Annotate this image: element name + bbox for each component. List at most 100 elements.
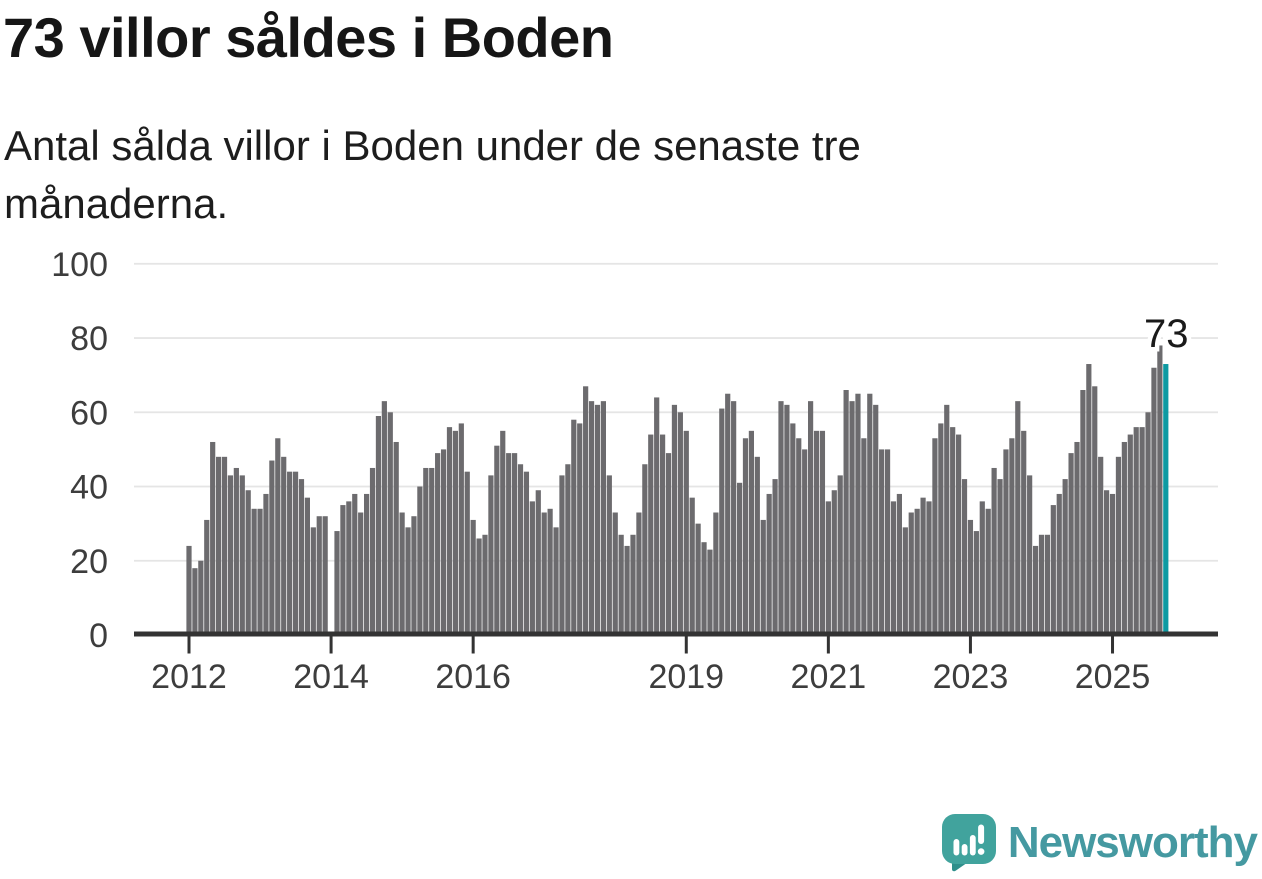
- chart-title: 73 villor såldes i Boden: [3, 6, 614, 69]
- bar: [198, 560, 204, 636]
- bar: [476, 538, 482, 636]
- bar: [322, 516, 328, 636]
- bar: [606, 475, 612, 636]
- bar: [855, 393, 861, 636]
- bar: [423, 467, 429, 636]
- bar: [541, 512, 547, 636]
- bar: [346, 501, 352, 636]
- bar: [979, 501, 985, 636]
- bar: [239, 475, 245, 636]
- bar: [1050, 505, 1056, 636]
- y-axis-label: 80: [70, 320, 108, 358]
- bar: [334, 531, 340, 636]
- x-axis-tick: [826, 636, 830, 654]
- bar: [600, 401, 606, 636]
- bar: [778, 401, 784, 636]
- bar: [517, 464, 524, 636]
- bar: [725, 393, 731, 636]
- bar: [547, 508, 553, 636]
- bar: [1056, 493, 1062, 636]
- bar: [926, 501, 932, 636]
- bar: [731, 401, 737, 636]
- bar: [612, 512, 618, 636]
- x-axis-tick: [968, 636, 972, 654]
- bar: [671, 404, 678, 636]
- bar: [630, 534, 636, 636]
- bar: [304, 497, 310, 636]
- bar: [340, 505, 346, 636]
- bar: [956, 434, 962, 636]
- bar: [292, 471, 299, 636]
- bar: [932, 438, 938, 636]
- y-axis-label: 40: [70, 469, 108, 507]
- bar: [275, 438, 281, 636]
- bar: [375, 415, 382, 636]
- bar: [577, 423, 583, 636]
- bar: [1038, 534, 1045, 636]
- bar: [660, 434, 666, 636]
- bar: [701, 542, 707, 636]
- bar: [393, 441, 399, 636]
- bar: [624, 545, 630, 636]
- bar: [186, 545, 192, 636]
- bar: [287, 471, 293, 636]
- bar: [417, 486, 423, 636]
- bar: [713, 512, 719, 636]
- bar: [565, 464, 571, 636]
- bar: [435, 453, 441, 636]
- x-axis-label: 2016: [435, 658, 511, 696]
- newsworthy-wordmark: Newsworthy: [1007, 817, 1258, 867]
- bar: [411, 516, 417, 636]
- x-axis-tick: [1111, 636, 1115, 654]
- bar: [665, 453, 672, 636]
- bar: [985, 508, 991, 636]
- bar: [754, 456, 760, 636]
- bar: [233, 467, 239, 636]
- bar: [369, 467, 376, 636]
- bar: [1115, 456, 1122, 636]
- bar: [1145, 412, 1151, 636]
- bar: [760, 519, 766, 636]
- bar: [896, 493, 902, 636]
- bar: [707, 549, 713, 636]
- bar: [263, 493, 269, 636]
- bar: [914, 508, 920, 636]
- bar: [387, 412, 393, 636]
- bar: [1009, 438, 1015, 636]
- bar: [677, 412, 683, 636]
- bar: [1068, 453, 1074, 636]
- bar: [364, 493, 370, 636]
- bar: [381, 401, 387, 636]
- bar: [808, 401, 814, 636]
- bar: [1003, 449, 1009, 636]
- bar: [790, 423, 796, 636]
- bar: [784, 404, 790, 636]
- highlight-value-label: 73: [1144, 312, 1189, 356]
- bar: [796, 438, 802, 636]
- bar: [618, 534, 624, 636]
- bar: [1121, 441, 1127, 636]
- bar: [440, 449, 447, 636]
- x-axis-tick: [187, 636, 191, 654]
- bar: [908, 512, 914, 636]
- bar: [642, 464, 648, 636]
- x-axis-label: 2019: [648, 658, 724, 696]
- bar: [399, 512, 405, 636]
- chart-subtitle-line2: månaderna.: [4, 180, 229, 227]
- bar: [831, 490, 837, 636]
- bar: [849, 401, 855, 636]
- bar: [1032, 545, 1039, 636]
- bar: [245, 490, 251, 636]
- bar: [1133, 427, 1139, 636]
- bar: [1044, 534, 1050, 636]
- bar: [879, 449, 885, 636]
- bar: [1109, 493, 1116, 636]
- newsworthy-logo: Newsworthy: [941, 813, 1258, 872]
- bar: [819, 430, 826, 636]
- bar: [884, 449, 891, 636]
- bar: [689, 497, 695, 636]
- bar: [281, 456, 287, 636]
- bar: [950, 427, 956, 636]
- bar: [1127, 434, 1133, 636]
